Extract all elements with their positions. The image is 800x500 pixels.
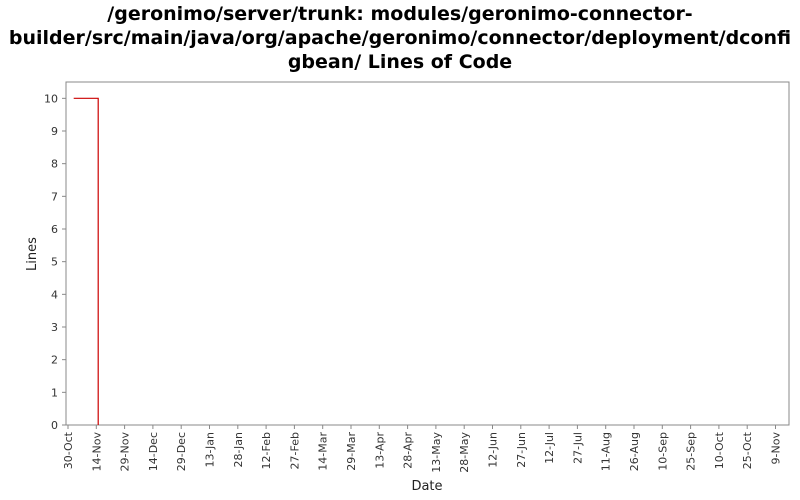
series-line-lines bbox=[73, 97, 99, 425]
x-axis-title: Date bbox=[411, 479, 442, 494]
x-tick-label: 14-Dec bbox=[147, 432, 160, 471]
x-tick-label: 12-Jul bbox=[543, 432, 556, 464]
x-tick-label: 25-Sep bbox=[685, 432, 698, 471]
y-tick-label: 5 bbox=[51, 256, 58, 269]
x-tick-label: 10-Oct bbox=[713, 431, 726, 469]
y-axis: 0 1 2 3 4 5 6 7 8 9 10 bbox=[44, 92, 66, 432]
x-tick-label: 29-Mar bbox=[345, 432, 358, 471]
series-group bbox=[73, 97, 99, 425]
x-tick-label: 13-May bbox=[430, 432, 443, 473]
x-tick-label: 9-Nov bbox=[770, 432, 783, 465]
y-tick-label: 4 bbox=[51, 288, 58, 301]
x-tick-label: 14-Nov bbox=[90, 432, 103, 472]
x-tick-label: 13-Jan bbox=[204, 432, 217, 468]
y-tick-label: 1 bbox=[51, 386, 58, 399]
x-tick-label: 12-Feb bbox=[260, 432, 273, 469]
chart-title-line-3: gbean/ Lines of Code bbox=[287, 51, 513, 73]
x-tick-label: 30-Oct bbox=[62, 431, 75, 469]
x-tick-label: 28-Jan bbox=[232, 432, 245, 468]
x-tick-label: 27-Jun bbox=[515, 432, 528, 468]
x-tick-label: 10-Sep bbox=[656, 432, 669, 471]
x-tick-label: 28-Apr bbox=[402, 432, 415, 469]
chart-title-line-1: /geronimo/server/trunk: modules/geronimo… bbox=[107, 3, 693, 25]
x-tick-label: 27-Jul bbox=[571, 432, 584, 464]
y-tick-label: 8 bbox=[51, 158, 58, 171]
x-tick-label: 29-Dec bbox=[175, 432, 188, 471]
x-tick-label: 26-Aug bbox=[628, 432, 641, 471]
x-tick-label: 14-Mar bbox=[317, 432, 330, 471]
x-tick-label: 28-May bbox=[458, 432, 471, 473]
x-axis: 30-Oct 14-Nov 29-Nov 14-Dec 29-Dec 13-Jan 28-J… bbox=[62, 425, 783, 473]
chart-title-line-2: builder/src/main/java/org/apache/geronim… bbox=[8, 27, 792, 49]
y-axis-title: Lines bbox=[25, 237, 40, 271]
x-tick-label: 11-Aug bbox=[600, 432, 613, 471]
plot-area bbox=[65, 81, 790, 426]
x-tick-label: 12-Jun bbox=[487, 432, 500, 468]
y-tick-label: 0 bbox=[51, 419, 58, 432]
x-tick-label: 13-Apr bbox=[373, 432, 386, 469]
x-tick-label: 25-Oct bbox=[741, 431, 754, 469]
y-tick-label: 3 bbox=[51, 321, 58, 334]
y-tick-label: 9 bbox=[51, 125, 58, 138]
x-tick-label: 27-Feb bbox=[288, 432, 301, 469]
chart-title: /geronimo/server/trunk: modules/geronimo… bbox=[0, 2, 800, 74]
y-tick-label: 2 bbox=[51, 354, 58, 367]
y-tick-label: 6 bbox=[51, 223, 58, 236]
x-tick-label: 29-Nov bbox=[119, 432, 132, 472]
y-tick-label: 7 bbox=[51, 190, 58, 203]
y-tick-label: 10 bbox=[44, 92, 58, 105]
